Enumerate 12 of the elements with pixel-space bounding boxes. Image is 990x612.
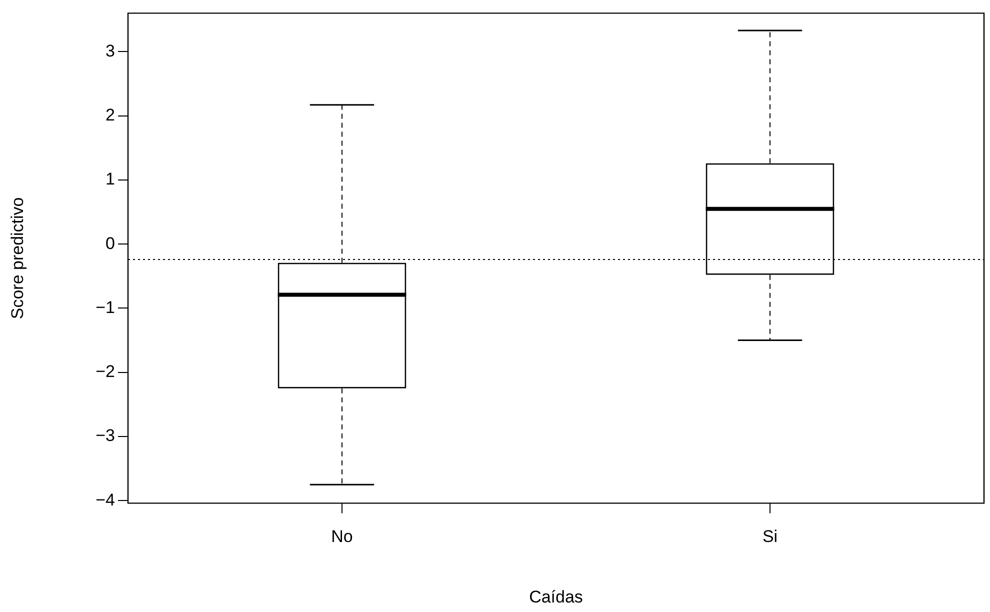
y-tick-label: 2: [106, 106, 115, 125]
y-tick-label: 1: [106, 170, 115, 189]
y-tick-label: −4: [96, 490, 115, 510]
y-tick-label: −2: [96, 362, 115, 382]
y-axis-title: Score predictivo: [8, 197, 27, 320]
x-axis-title: Caídas: [529, 587, 583, 606]
y-tick-label: −3: [96, 426, 115, 446]
y-tick-label: 0: [106, 234, 115, 253]
y-tick-label: −1: [96, 298, 115, 317]
y-tick-label: 3: [106, 41, 115, 60]
x-tick-label: Si: [762, 527, 778, 546]
x-tick-label: No: [331, 527, 353, 546]
